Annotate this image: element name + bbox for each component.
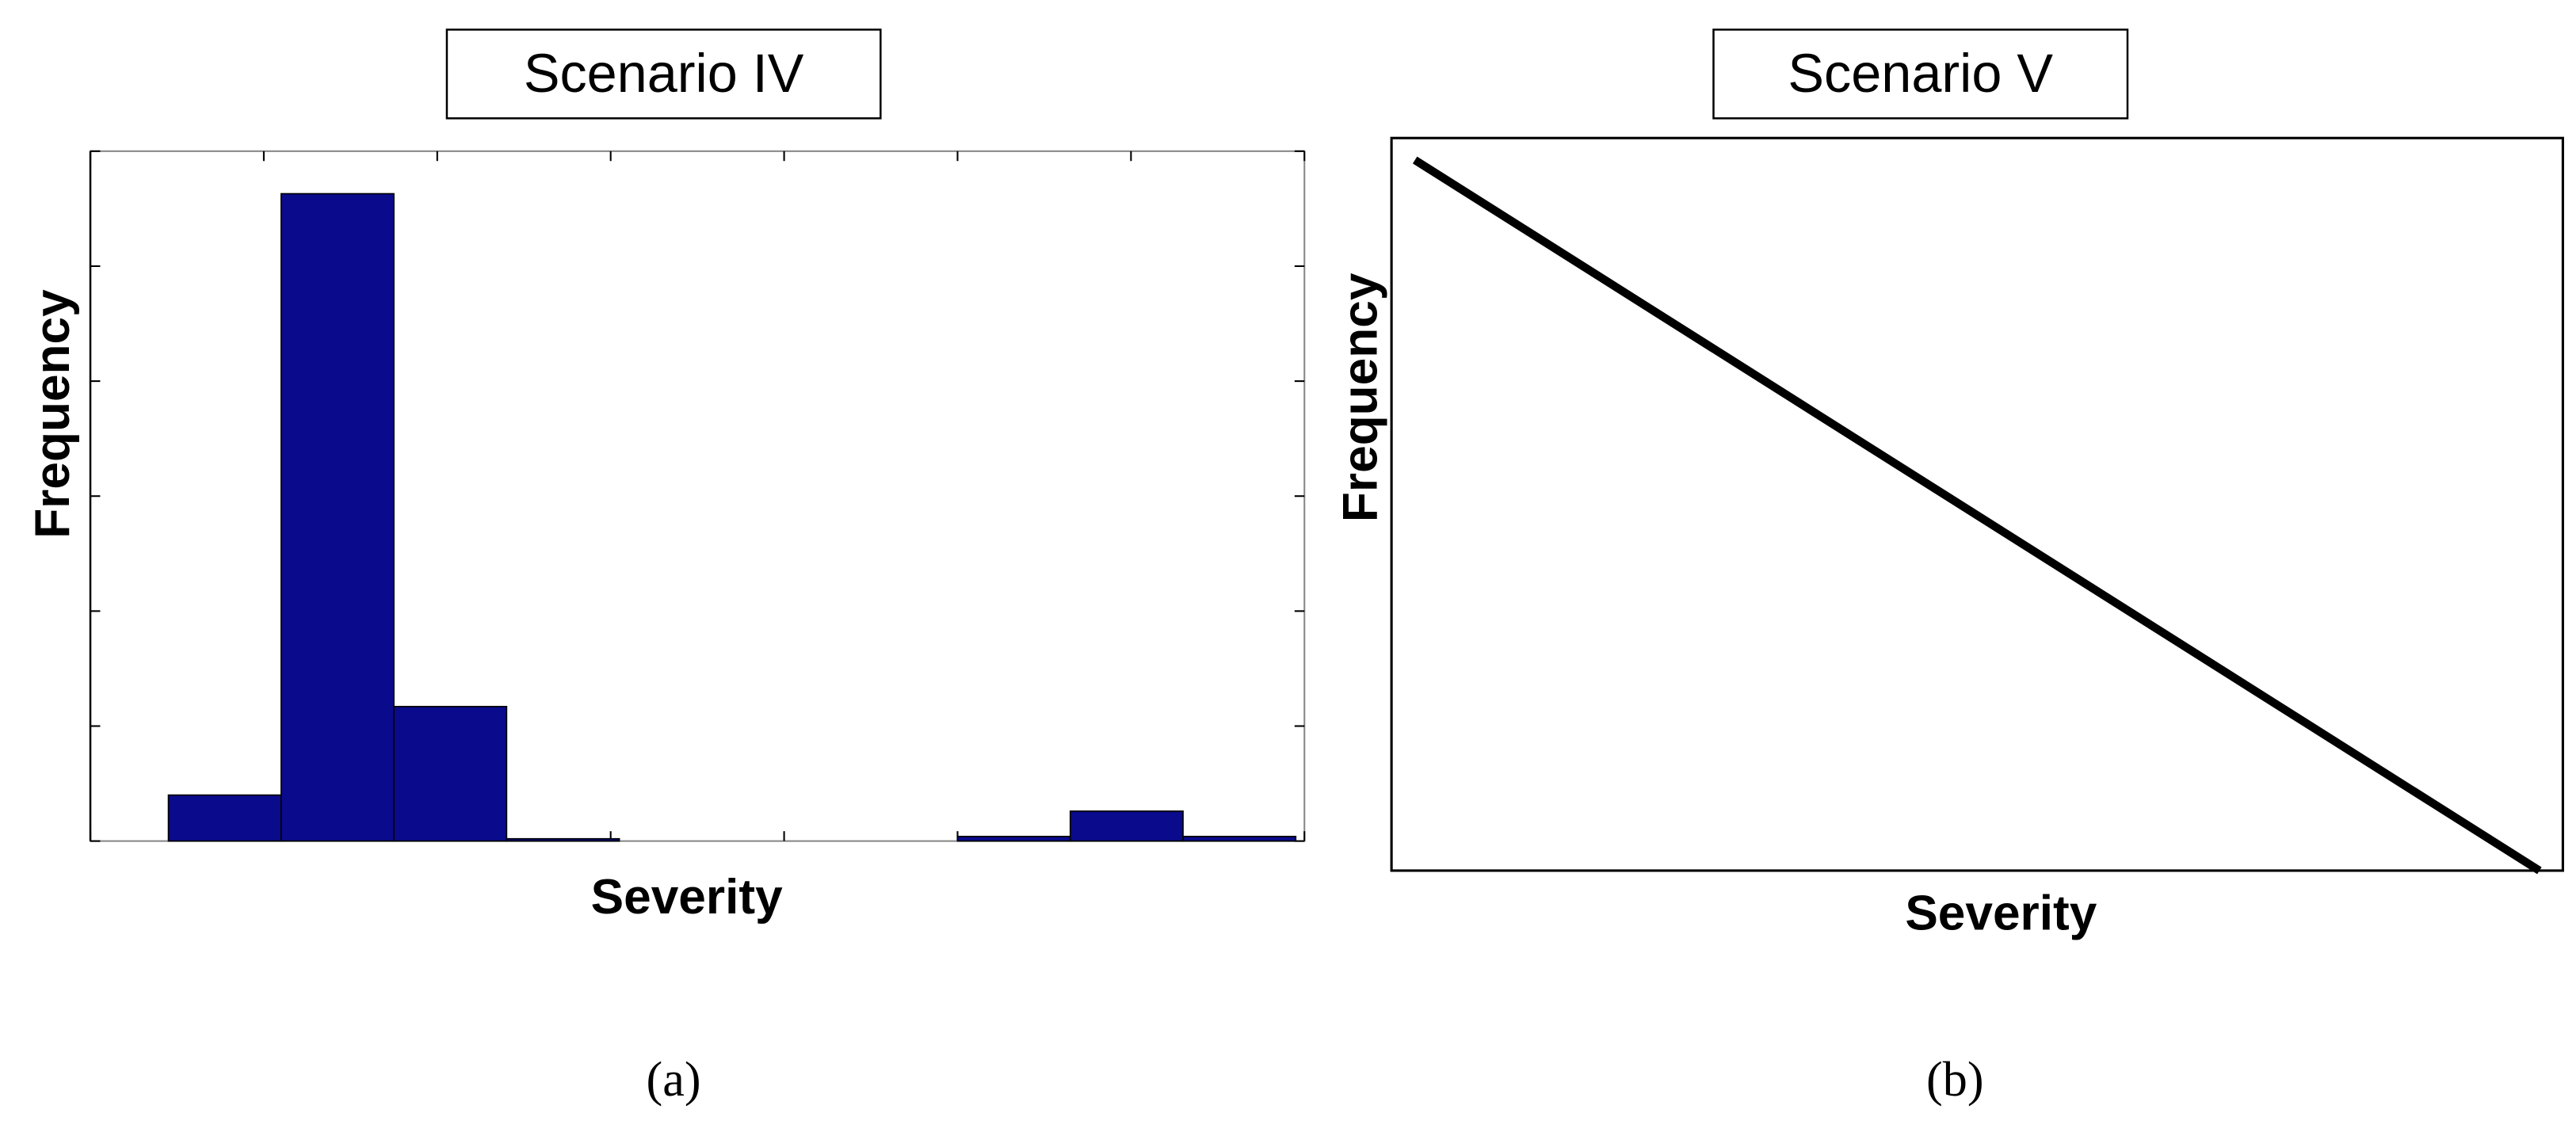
title-box [445, 29, 882, 120]
bar [280, 193, 395, 842]
bar [167, 794, 282, 842]
y-axis-label: Frequency [1333, 273, 1387, 522]
caption: (a) [647, 1053, 701, 1107]
caption: (b) [1926, 1053, 1984, 1107]
plot-frame [89, 150, 1306, 842]
bar [1182, 835, 1297, 842]
chart-title: Scenario IV [524, 44, 804, 104]
plot-frame [1390, 136, 2564, 872]
title-box [1712, 29, 2129, 120]
y-axis-label: Frequency [25, 289, 80, 539]
bar [1069, 810, 1184, 842]
bar [393, 705, 508, 842]
line [1412, 156, 2542, 875]
chart-title: Scenario V [1788, 44, 2053, 104]
x-axis-label: Severity [1905, 887, 2097, 941]
bar [956, 835, 1071, 842]
x-axis-label: Severity [591, 870, 783, 925]
bar [506, 837, 620, 842]
